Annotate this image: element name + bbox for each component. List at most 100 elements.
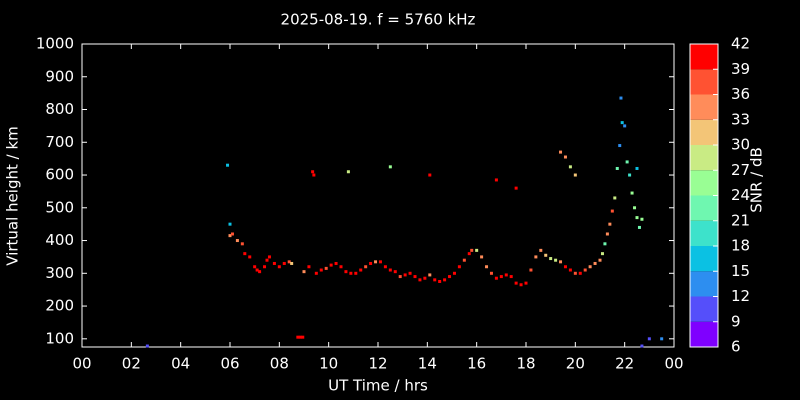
data-point — [593, 261, 597, 265]
y-tick-label: 600 — [45, 166, 74, 184]
data-point — [635, 216, 639, 220]
colorbar-tick-label: 27 — [731, 161, 750, 179]
data-point — [319, 268, 323, 272]
colorbar-band — [690, 246, 718, 272]
data-point — [524, 281, 528, 285]
data-point — [354, 271, 358, 275]
data-point — [388, 268, 392, 272]
x-axis-label: UT Time / hrs — [328, 377, 428, 395]
data-point — [544, 253, 548, 257]
x-tick-label: 08 — [270, 355, 289, 373]
x-tick-label: 16 — [467, 355, 486, 373]
data-point — [314, 271, 318, 275]
data-point — [467, 252, 471, 256]
x-tick-label: 20 — [566, 355, 585, 373]
x-tick-label: 04 — [171, 355, 190, 373]
colorbar-band — [690, 296, 718, 322]
colorbar-tick-label: 21 — [731, 211, 750, 229]
data-point — [403, 273, 407, 277]
data-point — [489, 271, 493, 275]
x-tick-label: 06 — [220, 355, 239, 373]
colorbar-tick-label: 42 — [731, 35, 750, 53]
data-point — [277, 265, 281, 269]
data-point — [509, 275, 513, 279]
x-tick-label: 22 — [615, 355, 634, 373]
data-point — [413, 275, 417, 279]
data-point — [428, 273, 432, 277]
data-point — [255, 268, 259, 272]
data-point — [598, 258, 602, 262]
data-point — [272, 261, 276, 265]
data-point — [573, 173, 577, 177]
colorbar-band — [690, 145, 718, 171]
data-point — [383, 265, 387, 269]
y-axis-label: Virtual height / km — [4, 126, 22, 265]
data-point — [307, 265, 311, 269]
colorbar-tick-label: 9 — [731, 312, 741, 330]
colorbar-tick-label: 6 — [731, 338, 741, 356]
data-point — [329, 263, 333, 267]
x-tick-label: 00 — [664, 355, 683, 373]
x-tick-label: 10 — [319, 355, 338, 373]
data-point — [344, 270, 348, 274]
data-point — [633, 206, 637, 210]
y-tick-label: 300 — [45, 264, 74, 282]
colorbar-tick-label: 33 — [731, 110, 750, 128]
data-point — [346, 170, 350, 174]
data-point — [475, 248, 479, 252]
data-point — [554, 258, 558, 262]
data-point — [443, 278, 447, 282]
colorbar-band — [690, 220, 718, 246]
colorbar-band — [690, 69, 718, 95]
data-point — [613, 196, 617, 200]
x-tick-label: 02 — [122, 355, 141, 373]
data-point — [563, 265, 567, 269]
data-point — [625, 160, 629, 164]
data-point — [258, 270, 262, 274]
data-point — [243, 252, 247, 256]
data-point — [603, 242, 607, 246]
y-tick-label: 500 — [45, 198, 74, 216]
colorbar-band — [690, 44, 718, 70]
colorbar-tick-label: 18 — [731, 237, 750, 255]
data-point — [494, 178, 498, 182]
data-point — [485, 265, 489, 269]
data-point — [311, 170, 315, 174]
data-point — [660, 337, 664, 341]
data-point — [364, 265, 368, 269]
data-point — [448, 275, 452, 279]
data-point — [408, 271, 412, 275]
data-point — [640, 344, 644, 348]
data-point — [568, 268, 572, 272]
y-tick-label: 900 — [45, 67, 74, 85]
data-point — [298, 335, 302, 339]
data-point — [615, 166, 619, 170]
data-point — [619, 96, 623, 100]
data-point — [438, 279, 442, 283]
data-point — [534, 255, 538, 259]
data-point — [369, 261, 373, 265]
data-point — [600, 252, 604, 256]
data-point — [559, 260, 563, 264]
data-point — [334, 261, 338, 265]
colorbar-tick-label: 24 — [731, 186, 750, 204]
data-point — [374, 260, 378, 264]
data-point — [559, 150, 563, 154]
data-point — [418, 278, 422, 282]
y-tick-label: 800 — [45, 100, 74, 118]
y-tick-label: 100 — [45, 329, 74, 347]
data-point — [253, 265, 257, 269]
data-point — [568, 165, 572, 169]
data-point — [265, 258, 269, 262]
data-point — [296, 335, 300, 339]
data-point — [433, 278, 437, 282]
data-point — [388, 165, 392, 169]
data-point — [145, 344, 149, 348]
data-point — [470, 248, 474, 252]
data-point — [240, 242, 244, 246]
data-point — [324, 266, 328, 270]
data-point — [647, 337, 651, 341]
data-point — [228, 222, 232, 226]
